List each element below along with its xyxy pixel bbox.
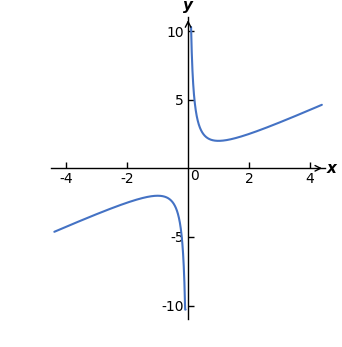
Text: y: y [183,0,193,13]
Text: x: x [326,161,336,176]
Text: 0: 0 [190,169,199,184]
